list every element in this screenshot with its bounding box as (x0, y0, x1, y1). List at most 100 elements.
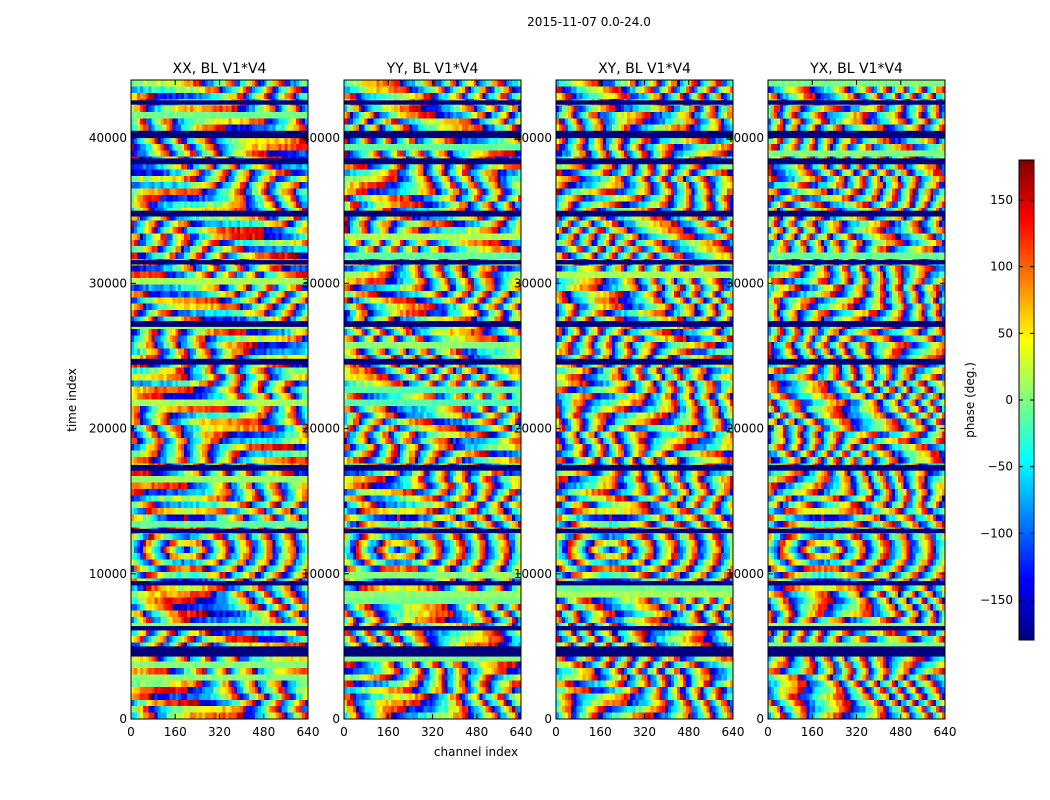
panel-yx: YX, BL V1*V4 0 160 320 480 640 0 10000 20000 3000… (726, 61, 957, 739)
y-tick-label: 0 (756, 712, 764, 726)
panel-title: XX, BL V1*V4 (173, 61, 267, 77)
x-tick-label: 320 (633, 725, 656, 739)
flagged-band-yx-11 (768, 100, 945, 105)
x-tick-label: 160 (801, 725, 824, 739)
x-tick-label: 0 (127, 725, 135, 739)
x-tick-label: 640 (722, 725, 745, 739)
y-tick-label: 0 (119, 712, 127, 726)
flagged-band-yx-2 (768, 581, 945, 586)
colorbar-tick-label: 50 (998, 326, 1013, 340)
x-tick-label: 480 (252, 725, 275, 739)
y-tick-label: 10000 (514, 567, 552, 581)
y-tick-label: 10000 (89, 567, 127, 581)
flagged-band-xx-1 (131, 626, 308, 631)
flagged-band-yy-6 (344, 321, 521, 327)
phase-image-xy (556, 80, 733, 719)
y-tick-label: 40000 (89, 131, 127, 145)
y-axis-label: time index (65, 368, 79, 432)
panel-title: YX, BL V1*V4 (809, 61, 903, 77)
x-tick-label: 480 (889, 725, 912, 739)
flagged-band-xy-2 (556, 581, 733, 586)
y-tick-label: 0 (544, 712, 552, 726)
x-tick-label: 320 (845, 725, 868, 739)
colorbar-label: phase (deg.) (963, 362, 977, 438)
flagged-band-xx-2 (131, 581, 308, 586)
x-axis-label: channel index (434, 745, 518, 759)
panel-xy: XY, BL V1*V4 0 160 320 480 640 0 10000 20000 3000… (514, 61, 745, 739)
x-tick-label: 0 (340, 725, 348, 739)
phase-image-xx (131, 80, 308, 719)
y-tick-label: 20000 (726, 422, 764, 436)
flagged-band-xx-3 (131, 528, 308, 534)
flagged-band-yx-0 (768, 646, 945, 657)
figure-suptitle: 2015-11-07 0.0-24.0 (527, 15, 651, 29)
x-tick-label: 160 (589, 725, 612, 739)
y-tick-label: 0 (332, 712, 340, 726)
flagged-band-xy-7 (556, 260, 733, 265)
flagged-band-xx-7 (131, 260, 308, 265)
flagged-band-yy-1 (344, 626, 521, 631)
flagged-band-xx-9 (131, 158, 308, 165)
flagged-band-yy-3 (344, 528, 521, 534)
flagged-band-xy-3 (556, 528, 733, 534)
flagged-band-xx-4 (131, 464, 308, 471)
flagged-band-xy-8 (556, 210, 733, 217)
y-tick-label: 40000 (514, 131, 552, 145)
y-tick-label: 30000 (726, 276, 764, 290)
y-tick-label: 30000 (89, 276, 127, 290)
flagged-band-xy-5 (556, 358, 733, 365)
flagged-band-yx-5 (768, 358, 945, 365)
flagged-band-xx-6 (131, 321, 308, 327)
flagged-band-yx-9 (768, 158, 945, 165)
flagged-band-yx-8 (768, 210, 945, 217)
flagged-band-yy-9 (344, 158, 521, 165)
y-tick-label: 30000 (302, 276, 340, 290)
panels-group: XX, BL V1*V4 0 160 320 480 640 0 10000 20000 3000… (89, 61, 957, 739)
colorbar-tick-label: −100 (980, 526, 1013, 540)
flagged-band-yx-1 (768, 626, 945, 631)
flagged-band-yx-4 (768, 464, 945, 471)
flagged-band-xy-0 (556, 646, 733, 657)
flagged-band-yy-0 (344, 646, 521, 657)
flagged-band-xy-1 (556, 626, 733, 631)
colorbar-tick-label: 100 (990, 260, 1013, 274)
colorbar-tick-label: 0 (1005, 393, 1013, 407)
flagged-band-yx-7 (768, 260, 945, 265)
colorbar: −150 −100 −50 0 50 100 150 phase (deg.) (963, 159, 1035, 641)
x-tick-label: 480 (465, 725, 488, 739)
flagged-band-xy-9 (556, 158, 733, 165)
flagged-band-xx-8 (131, 210, 308, 217)
x-tick-label: 160 (377, 725, 400, 739)
y-tick-label: 40000 (302, 131, 340, 145)
flagged-band-xx-11 (131, 100, 308, 105)
panel-xx: XX, BL V1*V4 0 160 320 480 640 0 10000 20000 3000… (89, 61, 320, 739)
phase-image-yy (344, 80, 521, 719)
flagged-band-xx-10 (131, 130, 308, 139)
flagged-band-xy-6 (556, 321, 733, 327)
flagged-band-yy-5 (344, 358, 521, 365)
y-tick-label: 20000 (302, 422, 340, 436)
flagged-band-yx-10 (768, 130, 945, 139)
colorbar-tick-label: 150 (990, 193, 1013, 207)
x-tick-label: 640 (934, 725, 957, 739)
y-tick-label: 30000 (514, 276, 552, 290)
flagged-band-yy-10 (344, 130, 521, 139)
flagged-band-yy-11 (344, 100, 521, 105)
x-tick-label: 640 (510, 725, 533, 739)
flagged-band-xy-4 (556, 464, 733, 471)
panel-yy: YY, BL V1*V4 0 160 320 480 640 0 10000 20000 3000… (302, 61, 533, 739)
flagged-band-xy-10 (556, 130, 733, 139)
phase-image-yx (768, 80, 945, 719)
panel-title: YY, BL V1*V4 (386, 61, 479, 77)
x-tick-label: 320 (208, 725, 231, 739)
y-tick-label: 10000 (726, 567, 764, 581)
flagged-band-xx-5 (131, 358, 308, 365)
y-tick-label: 40000 (726, 131, 764, 145)
flagged-band-xy-11 (556, 100, 733, 105)
y-tick-label: 20000 (89, 422, 127, 436)
x-tick-label: 320 (421, 725, 444, 739)
flagged-band-yy-7 (344, 260, 521, 265)
flagged-band-xx-0 (131, 646, 308, 657)
y-tick-label: 10000 (302, 567, 340, 581)
